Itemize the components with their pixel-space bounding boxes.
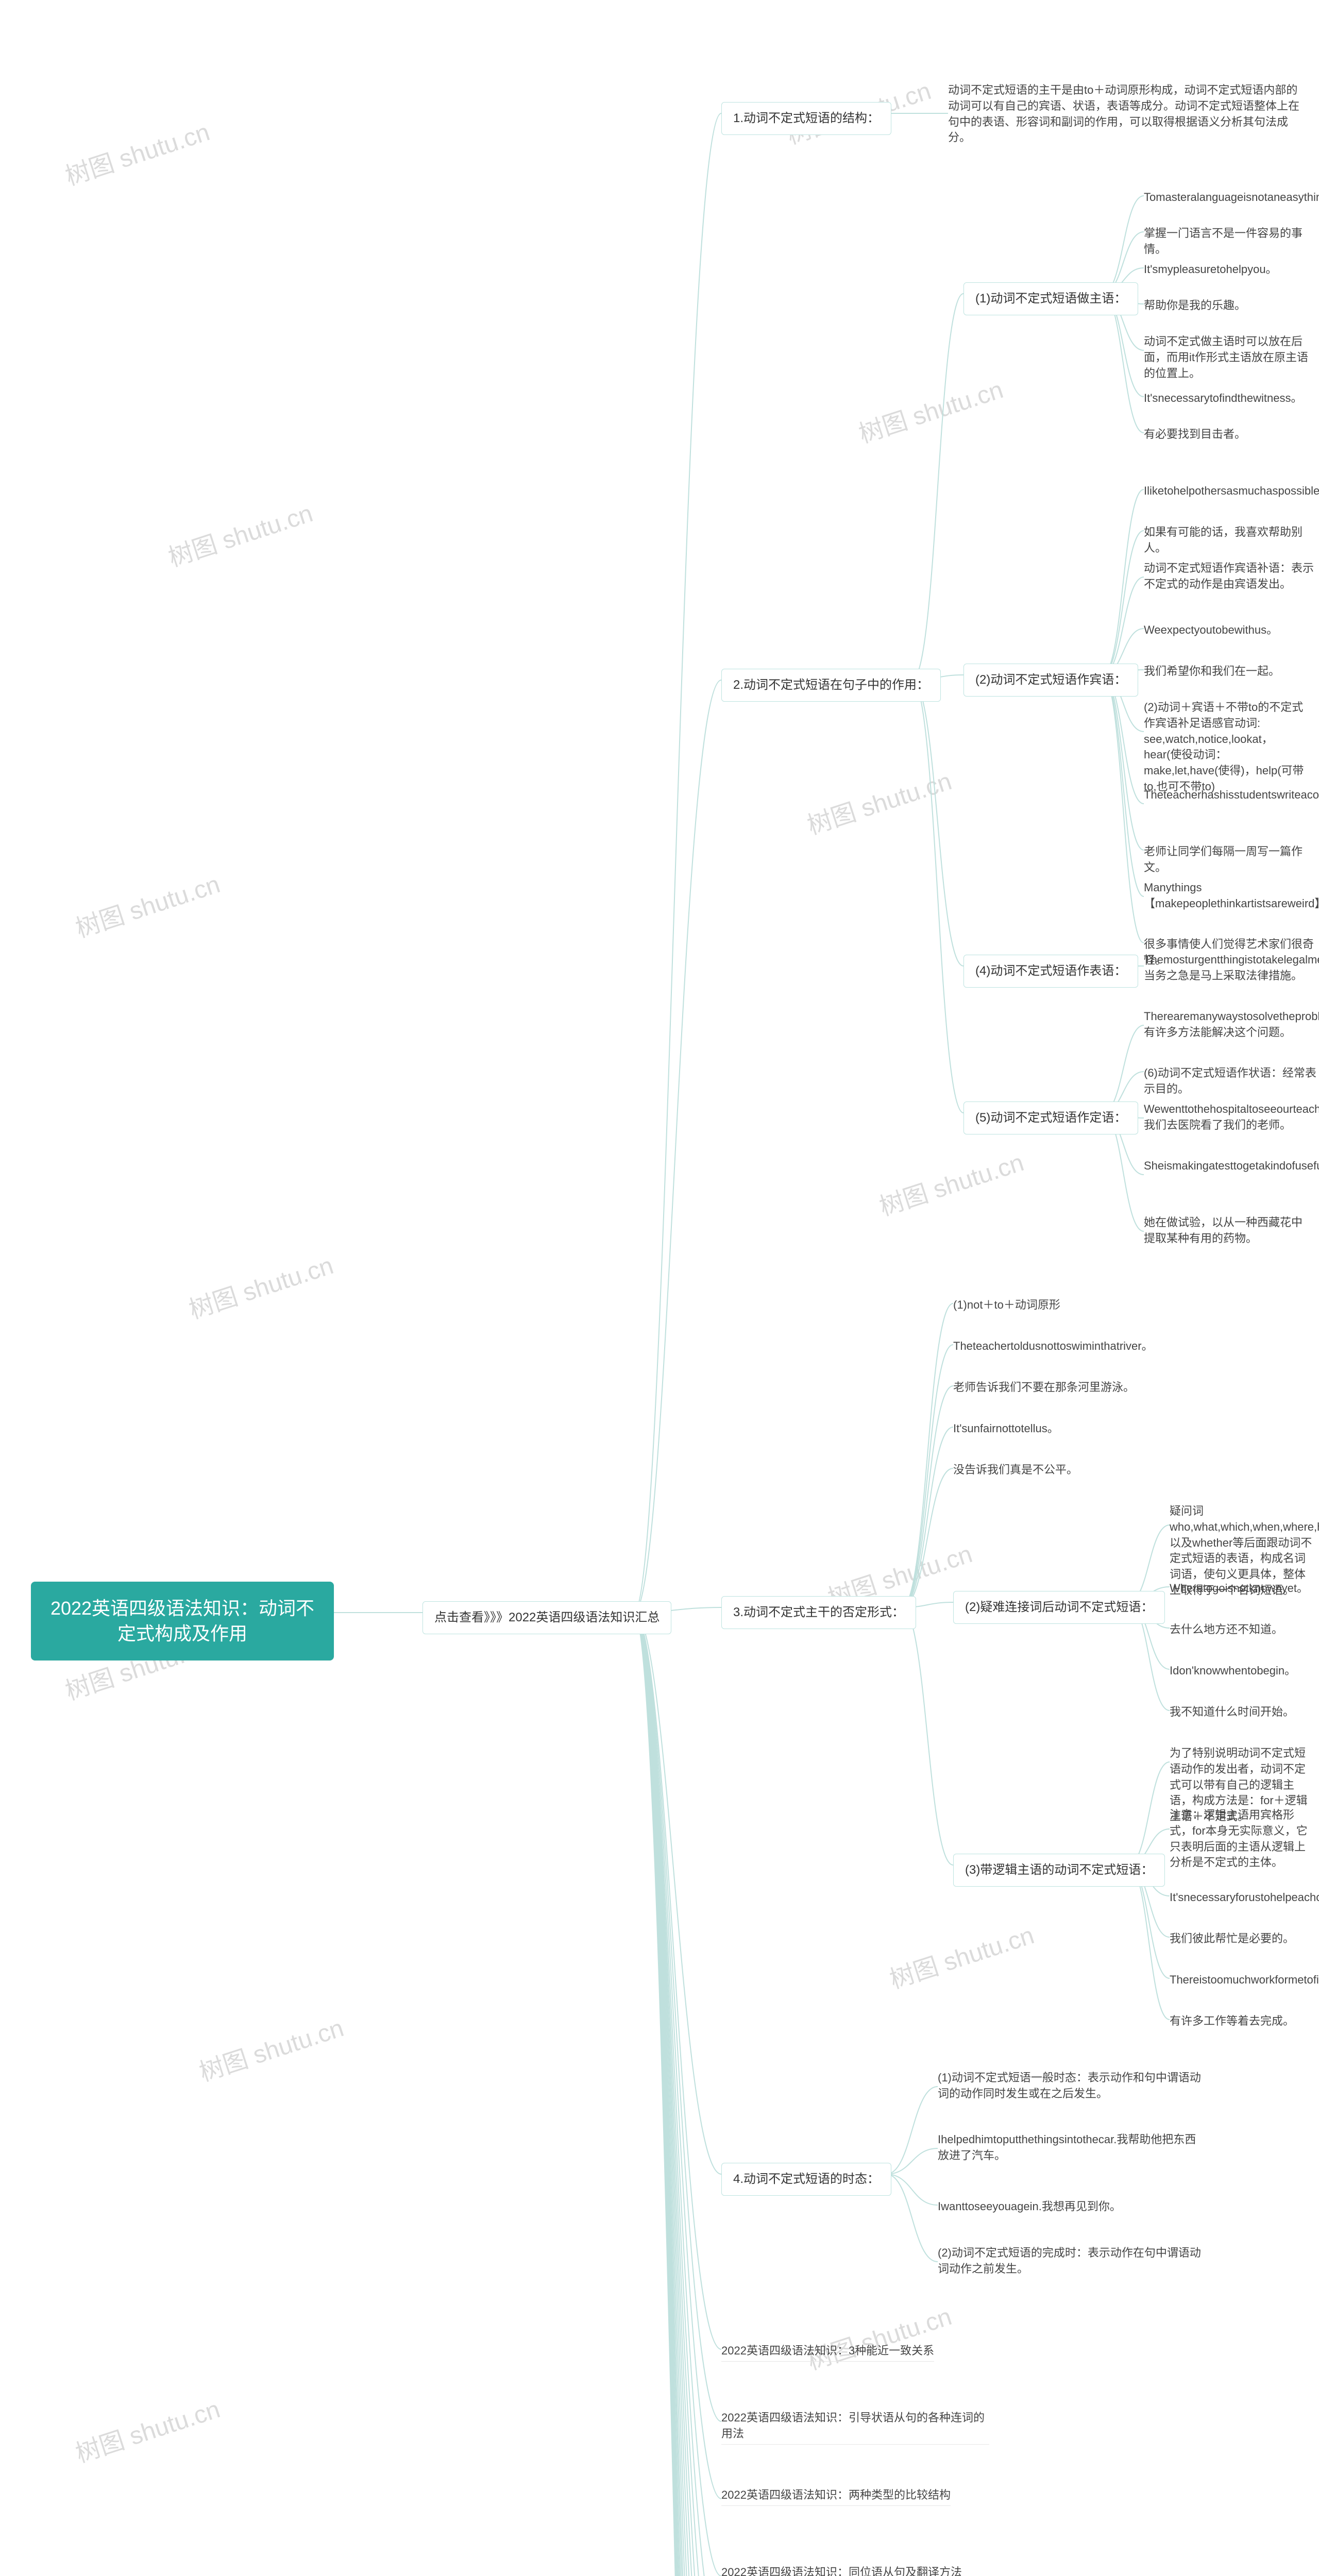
- flatlist-item[interactable]: 2022英语四级语法知识：3种能近一致关系: [721, 2343, 934, 2362]
- flatlist-item[interactable]: 2022英语四级语法知识：同位语从句及翻译方法: [721, 2565, 962, 2576]
- section-2-sub-1[interactable]: (1)动词不定式短语做主语：: [963, 282, 1138, 315]
- s2s2-item: Manythings【makepeoplethinkartistsareweir…: [1144, 880, 1319, 912]
- s2s2-item: Iliketohelpothersasmuchaspossible。: [1144, 483, 1319, 499]
- s3s2-item: 我们彼此帮忙是必要的。: [1170, 1931, 1294, 1947]
- section-2-sub-4[interactable]: (5)动词不定式短语作定语：: [963, 1101, 1138, 1134]
- s2s1-item: 动词不定式做主语时可以放在后面，而用it作形式主语放在原主语的位置上。: [1144, 334, 1319, 381]
- s3s2-item: It'snecessaryforustohelpeachother。: [1170, 1890, 1319, 1906]
- s4-item: (2)动词不定式短语的完成时：表示动作在句中谓语动词动作之前发生。: [938, 2245, 1206, 2277]
- s2s1-item: 掌握一门语言不是一件容易的事情。: [1144, 226, 1319, 258]
- s2s2-item: 如果有可能的话，我喜欢帮助别人。: [1144, 524, 1319, 556]
- s2s2-item: Weexpectyoutobewithus。: [1144, 622, 1278, 638]
- section-3-sub-2[interactable]: (3)带逻辑主语的动词不定式短语：: [953, 1854, 1165, 1887]
- s3-pre-item: 没告诉我们真是不公平。: [953, 1462, 1078, 1478]
- s3-pre-item: It'sunfairnottotellus。: [953, 1421, 1059, 1437]
- section-2-sub-3[interactable]: (4)动词不定式短语作表语：: [963, 955, 1138, 988]
- s3s1-item: Wheretogoisnotknownyet。: [1170, 1581, 1308, 1597]
- section-2-sub-2[interactable]: (2)动词不定式短语作宾语：: [963, 664, 1138, 697]
- watermark: 树图 shutu.cn: [70, 2389, 224, 2469]
- s2s1-item: It'smypleasuretohelpyou。: [1144, 262, 1277, 278]
- section-2-title[interactable]: 2.动词不定式短语在句子中的作用：: [721, 669, 941, 702]
- section-4-title[interactable]: 4.动词不定式短语的时态：: [721, 2163, 891, 2196]
- s4-item: Iwanttoseeyouagein.我想再见到你。: [938, 2199, 1121, 2215]
- flatlist-item[interactable]: 2022英语四级语法知识：两种类型的比较结构: [721, 2487, 951, 2506]
- watermark: 树图 shutu.cn: [183, 1245, 337, 1326]
- s2s1-item: 帮助你是我的乐趣。: [1144, 298, 1246, 314]
- s3s2-item: 有许多工作等着去完成。: [1170, 2013, 1294, 2029]
- section-3-sub-1[interactable]: (2)疑难连接词后动词不定式短语：: [953, 1591, 1165, 1624]
- s2s4-item: Sheismakingatesttogetakindofusefulmedici…: [1144, 1158, 1309, 1174]
- s2s2-item: 老师让同学们每隔一周写一篇作文。: [1144, 844, 1319, 876]
- s2s4-item: Wewenttothehospitaltoseeourteacher.我们去医院…: [1144, 1101, 1309, 1133]
- flatlist-item[interactable]: 2022英语四级语法知识：引导状语从句的各种连词的用法: [721, 2410, 989, 2445]
- s3s2-item: 注意：逻辑主语用宾格形式，for本身无实际意义，它只表明后面的主语从逻辑上分析是…: [1170, 1807, 1314, 1871]
- hub-node[interactable]: 点击查看》》》2022英语四级语法知识汇总: [422, 1601, 671, 1634]
- mindmap-canvas: 树图 shutu.cn 树图 shutu.cn 树图 shutu.cn 树图 s…: [0, 0, 1319, 2576]
- section-3-title[interactable]: 3.动词不定式主干的否定形式：: [721, 1596, 916, 1629]
- watermark: 树图 shutu.cn: [853, 369, 1007, 450]
- s2s4-item: 她在做试验，以从一种西藏花中提取某种有用的药物。: [1144, 1215, 1309, 1247]
- s2s4-item: (6)动词不定式短语作状语：经常表示目的。: [1144, 1065, 1319, 1097]
- section-1-desc: 动词不定式短语的主干是由to＋动词原形构成，动词不定式短语内部的动词可以有自己的…: [948, 82, 1309, 146]
- watermark: 树图 shutu.cn: [874, 1142, 1027, 1223]
- s2s1-item: 有必要找到目击者。: [1144, 427, 1246, 443]
- section-1-title[interactable]: 1.动词不定式短语的结构：: [721, 102, 891, 135]
- watermark: 树图 shutu.cn: [802, 761, 955, 841]
- s2s2-item: 我们希望你和我们在一起。: [1144, 664, 1280, 680]
- s3s2-item: Thereistoomuchworkformetofinish。: [1170, 1972, 1319, 1988]
- s2s1-item: It'snecessarytofindthewitness。: [1144, 391, 1302, 406]
- s3-pre-item: Theteachertoldusnottoswiminthatriver。: [953, 1338, 1153, 1354]
- watermark: 树图 shutu.cn: [802, 2296, 955, 2377]
- s3s1-item: Idon'knowwhentobegin。: [1170, 1663, 1296, 1679]
- root-node[interactable]: 2022英语四级语法知识：动词不定式构成及作用: [31, 1582, 334, 1660]
- watermark: 树图 shutu.cn: [70, 864, 224, 944]
- s2s2-item: Theteacherhashisstudentswriteacompositio…: [1144, 787, 1319, 803]
- s2s1-item: Tomasteralanguageisnotaneasything。: [1144, 190, 1319, 206]
- s3s1-item: 去什么地方还不知道。: [1170, 1622, 1283, 1638]
- s2s2-item: (2)动词＋宾语＋不带to的不定式作宾语补足语感官动词: see,watch,n…: [1144, 700, 1309, 795]
- s2s2-item: 动词不定式短语作宾语补语：表示不定式的动作是由宾语发出。: [1144, 561, 1319, 592]
- s4-item: Ihelpedhimtoputthethingsintothecar.我帮助他把…: [938, 2132, 1206, 2164]
- s4-item: (1)动词不定式短语一般时态：表示动作和句中谓语动词的动作同时发生或在之后发生。: [938, 2070, 1206, 2102]
- s3-pre-item: (1)not＋to＋动词原形: [953, 1297, 1060, 1313]
- connectors-layer: [0, 0, 1319, 2576]
- watermark: 树图 shutu.cn: [884, 1915, 1038, 1995]
- s3s1-item: 我不知道什么时间开始。: [1170, 1704, 1294, 1720]
- s2s3-text: Themosturgentthingistotakelegalmeasuresi…: [1144, 952, 1309, 984]
- watermark: 树图 shutu.cn: [60, 112, 213, 192]
- s3-pre-item: 老师告诉我们不要在那条河里游泳。: [953, 1380, 1135, 1396]
- s2s4-item: Therearemanywaystosolvetheproblem.有许多方法能…: [1144, 1009, 1309, 1041]
- watermark: 树图 shutu.cn: [163, 493, 316, 573]
- watermark: 树图 shutu.cn: [194, 2008, 347, 2088]
